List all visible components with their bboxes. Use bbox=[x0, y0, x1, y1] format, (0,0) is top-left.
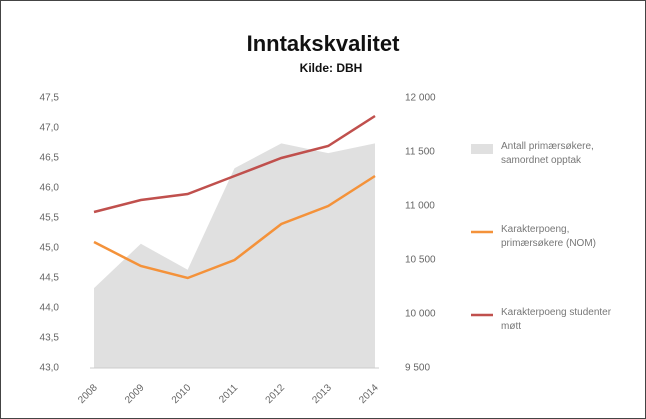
x-tick-label: 2010 bbox=[170, 382, 194, 406]
y-tick-label: 44,5 bbox=[40, 273, 60, 284]
legend-swatch bbox=[471, 144, 493, 154]
legend-label: Karakterpoeng, primærsøkere (NOM) bbox=[501, 224, 596, 249]
chart-subtitle: Kilde: DBH bbox=[300, 61, 363, 75]
area bbox=[94, 143, 375, 368]
y-tick-label: 45,0 bbox=[40, 243, 60, 254]
x-tick-label: 2013 bbox=[310, 382, 334, 406]
y-tick-label: 47,0 bbox=[40, 123, 60, 134]
x-tick-label: 2012 bbox=[264, 382, 288, 406]
legend-label: Karakterpoeng studenter møtt bbox=[501, 307, 612, 332]
x-tick-label: 2014 bbox=[357, 382, 381, 406]
y-tick-label: 43,0 bbox=[40, 363, 60, 374]
x-tick-label: 2011 bbox=[217, 382, 240, 405]
y-tick-label: 47,5 bbox=[40, 93, 60, 104]
y-tick-label: 44,0 bbox=[40, 303, 60, 314]
x-tick-label: 2008 bbox=[76, 382, 100, 406]
y2-tick-label: 12 000 bbox=[405, 93, 436, 104]
y2-tick-label: 10 000 bbox=[405, 309, 436, 320]
chart-title: Inntakskvalitet bbox=[247, 31, 401, 56]
y2-tick-label: 10 500 bbox=[405, 255, 436, 266]
y2-tick-label: 9 500 bbox=[405, 363, 430, 374]
y-tick-label: 46,5 bbox=[40, 153, 60, 164]
legend-label: Antall primærsøkere, samordnet opptak bbox=[501, 141, 594, 166]
y-tick-label: 46,0 bbox=[40, 183, 60, 194]
line bbox=[93, 114, 376, 214]
y2-tick-label: 11 500 bbox=[405, 147, 435, 158]
y-tick-label: 43,5 bbox=[40, 333, 60, 344]
y2-tick-label: 11 000 bbox=[405, 201, 435, 212]
x-tick-label: 2009 bbox=[123, 382, 147, 406]
y-tick-label: 45,5 bbox=[40, 213, 60, 224]
line bbox=[93, 174, 376, 280]
